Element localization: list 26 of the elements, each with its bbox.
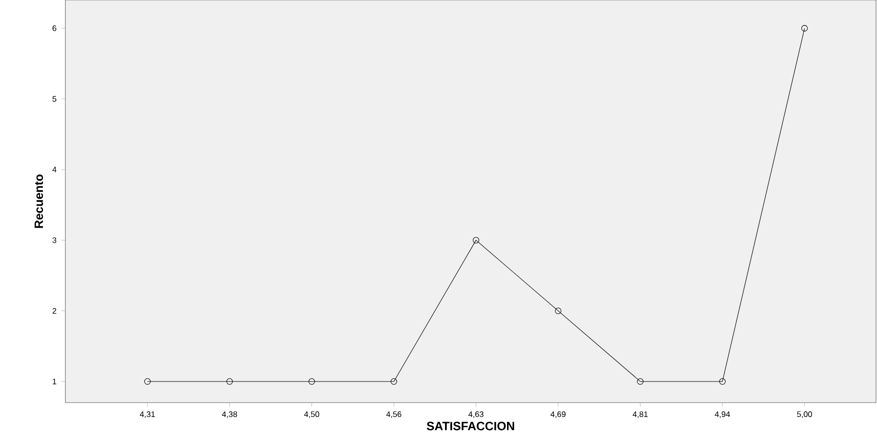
x-tick-label: 4,31 [140,411,155,418]
point [308,378,315,385]
x-tick-label: 4,81 [632,411,648,418]
y-tick-label: 3 [52,237,56,244]
point [472,236,480,244]
x-tick-label: 4,94 [714,411,730,418]
y-tick-label: 1 [52,378,56,384]
x-tick-label: 5,00 [797,411,812,418]
point [719,378,726,385]
point [144,378,151,385]
x-axis-title: SATISFACCION [426,422,514,430]
point [801,25,808,32]
x-tick-label: 4,50 [304,411,320,418]
y-axis-title: Recuento [34,174,44,228]
x-tick-label: 4,63 [468,411,484,418]
x-tick-label: 4,56 [386,411,402,418]
y-tick-label: 4 [52,166,56,172]
y-tick-label: 2 [52,308,56,314]
point [390,378,398,385]
x-tick-label: 4,69 [550,411,566,418]
y-tick-label: 5 [52,96,56,102]
y-tick-label: 6 [52,25,56,32]
point [226,378,233,385]
point [554,308,562,314]
x-tick-label: 4,38 [222,411,238,418]
point [637,378,644,385]
